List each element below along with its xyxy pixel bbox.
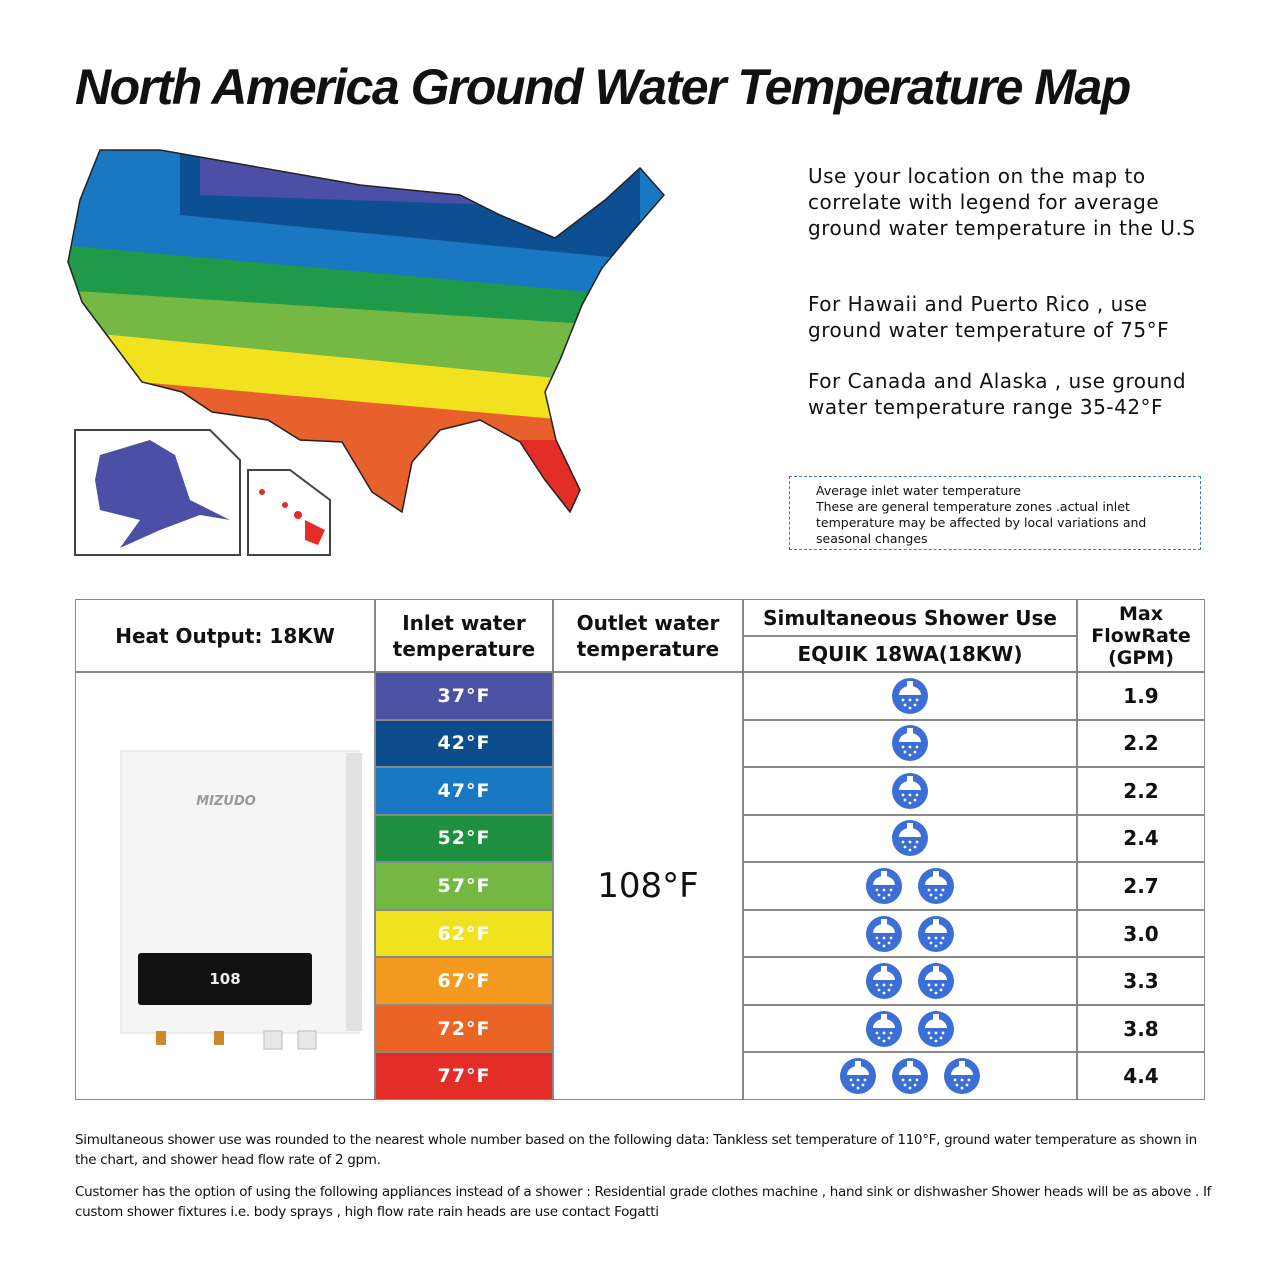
shower-icon: [944, 1058, 980, 1095]
shower-icon: [866, 915, 902, 952]
legend-title: Average inlet water temperature: [816, 483, 1021, 498]
shower-icon: [892, 1058, 928, 1095]
legend-box: Average inlet water temperature These ar…: [789, 476, 1201, 550]
product-cell: MIZUDO 108: [75, 672, 375, 1100]
display: 108: [209, 970, 240, 988]
shower-icon: [918, 1010, 954, 1047]
shower-icon: [918, 867, 954, 904]
flow-cell: 2.2: [1077, 719, 1205, 768]
header-cell: Max FlowRate (GPM): [1077, 599, 1205, 672]
header-cell: Simultaneous Shower Use: [743, 599, 1077, 636]
shower-icon: [840, 1058, 876, 1095]
legend-text: These are general temperature zones .act…: [816, 499, 1147, 546]
note: For Hawaii and Puerto Rico , use ground …: [808, 292, 1170, 342]
flow-cell: 3.0: [1077, 909, 1205, 958]
brand: MIZUDO: [196, 794, 256, 809]
footnote: Customer has the option of using the fol…: [75, 1184, 1212, 1220]
shower-cell: [743, 1052, 1077, 1100]
footnote: Simultaneous shower use was rounded to t…: [75, 1132, 1197, 1168]
shower-cell: [743, 814, 1077, 863]
shower-cell: [743, 957, 1077, 1005]
header-cell: Inlet water temperature: [375, 599, 553, 672]
shower-icon: [892, 725, 928, 762]
inlet-cell: 67°F: [375, 957, 553, 1005]
inlet-cell: 57°F: [375, 862, 553, 910]
flow-cell: 2.4: [1077, 814, 1205, 863]
note: For Canada and Alaska , use ground water…: [808, 369, 1187, 419]
shower-cell: [743, 672, 1077, 720]
shower-icon: [892, 772, 928, 809]
outlet-cell: 108°F: [553, 672, 743, 1100]
header-cell: Outlet water temperature: [553, 599, 743, 672]
shower-cell: [743, 862, 1077, 910]
flow-cell: 2.7: [1077, 862, 1205, 910]
flow-cell: 2.2: [1077, 767, 1205, 815]
shower-cell: [743, 719, 1077, 768]
flow-cell: 3.8: [1077, 1004, 1205, 1053]
header-cell: Heat Output: 18KW: [75, 599, 375, 672]
title: North America Ground Water Temperature M…: [75, 59, 1131, 115]
shower-cell: [743, 767, 1077, 815]
shower-cell: [743, 1004, 1077, 1053]
inlet-cell: 62°F: [375, 909, 553, 958]
inlet-cell: 42°F: [375, 719, 553, 768]
inlet-cell: 77°F: [375, 1052, 553, 1100]
inlet-cell: 47°F: [375, 767, 553, 815]
shower-cell: [743, 909, 1077, 958]
header-cell: EQUIK 18WA(18KW): [743, 636, 1077, 672]
shower-icon: [866, 867, 902, 904]
inlet-cell: 37°F: [375, 672, 553, 720]
shower-icon: [866, 963, 902, 1000]
inlet-cell: 72°F: [375, 1004, 553, 1053]
shower-icon: [892, 820, 928, 857]
shower-icon: [918, 963, 954, 1000]
inlet-cell: 52°F: [375, 814, 553, 863]
map: [67, 149, 665, 556]
shower-icon: [892, 677, 928, 714]
shower-icon: [918, 915, 954, 952]
flow-cell: 1.9: [1077, 672, 1205, 720]
shower-icon: [866, 1010, 902, 1047]
flow-cell: 4.4: [1077, 1052, 1205, 1100]
product-image: MIZUDO 108: [120, 750, 362, 1050]
note: Use your location on the map to correlat…: [808, 164, 1196, 240]
flow-cell: 3.3: [1077, 957, 1205, 1005]
